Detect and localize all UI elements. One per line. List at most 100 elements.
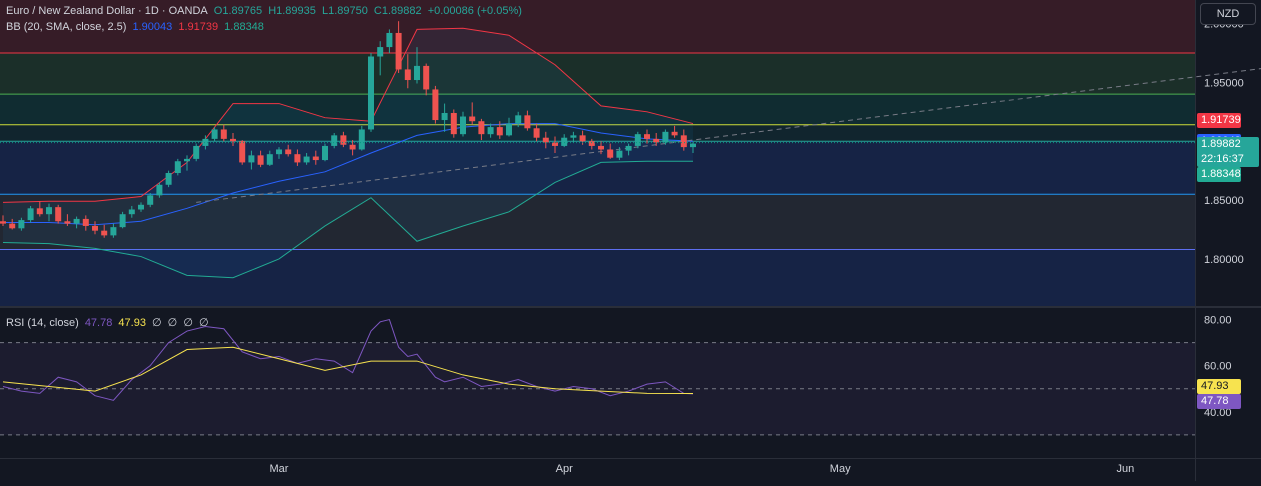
candle-body — [101, 230, 108, 236]
candle-body — [533, 128, 540, 138]
candle-body — [46, 207, 52, 215]
candle-body — [552, 142, 558, 146]
candle-body — [506, 123, 512, 136]
rsi-tick-label: 80.00 — [1204, 315, 1232, 327]
bb-lower-price-badge: 1.88348 — [1197, 166, 1241, 182]
candle-body — [184, 158, 190, 162]
ohlc-low: L1.89750 — [321, 5, 368, 17]
price-zone-0 — [0, 0, 1195, 53]
price-zone-1 — [0, 52, 1195, 95]
candle-body — [404, 69, 411, 81]
candle-body — [0, 221, 6, 224]
candle-body — [487, 127, 494, 135]
bar-countdown: 22:16:37 — [1201, 152, 1244, 165]
candle-body — [248, 155, 255, 163]
rsi-extra-4: ∅ — [198, 317, 209, 329]
candle-body — [211, 129, 218, 139]
candle-body — [119, 214, 126, 228]
ohlc-change: +0.00086 (+0.05%) — [427, 5, 522, 17]
candle-body — [156, 184, 163, 196]
candle-body — [441, 112, 448, 121]
currency-button[interactable]: NZD — [1200, 3, 1256, 25]
candle-body — [524, 115, 531, 129]
candle-body — [515, 115, 522, 124]
candle-body — [9, 223, 16, 229]
candle-body — [653, 138, 660, 143]
price-tick-label: 1.80000 — [1204, 254, 1244, 266]
candle-body — [312, 156, 319, 161]
candle-body — [386, 32, 393, 48]
bb-basis-value: 1.90043 — [132, 21, 173, 33]
candle-body — [27, 208, 34, 221]
candle-body — [680, 135, 687, 148]
last-price-badge: 1.89882 22:16:37 — [1197, 136, 1259, 167]
candle-body — [671, 131, 678, 136]
price-zone-5 — [0, 194, 1195, 250]
rsi-legend: RSI (14, close) 47.78 47.93 ∅ ∅ ∅ ∅ — [6, 315, 212, 331]
symbol-legend: Euro / New Zealand Dollar · 1D · OANDA O… — [6, 3, 525, 19]
bb-upper-price-badge: 1.91739 — [1197, 112, 1241, 128]
bb-legend: BB (20, SMA, close, 2.5) 1.90043 1.91739… — [6, 19, 267, 35]
price-tick-label: 1.95000 — [1204, 77, 1244, 89]
candle-body — [368, 56, 374, 130]
candle-body — [588, 141, 595, 146]
rsi-label[interactable]: RSI (14, close) — [6, 317, 79, 329]
bb-label[interactable]: BB (20, SMA, close, 2.5) — [6, 21, 127, 33]
candle-body — [496, 127, 503, 136]
candle-body — [625, 145, 632, 151]
price-zone-6 — [0, 249, 1195, 306]
candle-body — [230, 138, 236, 142]
price-tick-label: 1.85000 — [1204, 195, 1244, 207]
rsi-extra-2: ∅ — [167, 317, 178, 329]
candle-body — [257, 155, 264, 165]
candle-body — [294, 154, 301, 163]
candle-body — [377, 47, 384, 57]
candle-body — [147, 195, 154, 205]
candle-body — [174, 161, 181, 174]
candle-body — [542, 137, 549, 143]
rsi-tick-label: 40.00 — [1204, 407, 1232, 419]
candle-body — [18, 220, 25, 229]
rsi-ma-badge: 47.93 — [1197, 378, 1241, 394]
candle-body — [193, 145, 200, 159]
candle-body — [266, 154, 273, 165]
candle-body — [92, 225, 98, 231]
candle-body — [138, 204, 144, 210]
time-tick-label: May — [830, 463, 851, 475]
candle-body — [220, 129, 227, 139]
rsi-line — [2, 318, 694, 401]
ohlc-high: H1.89935 — [268, 5, 316, 17]
rsi-badge: 47.78 — [1197, 393, 1241, 409]
rsi-extra-1: ∅ — [152, 317, 162, 329]
rsi-ma-line — [2, 346, 694, 395]
bb-lower-value: 1.88348 — [224, 21, 264, 33]
candle-body — [202, 138, 209, 146]
rsi-tick-label: 60.00 — [1204, 361, 1232, 373]
bb-lower-line — [2, 160, 693, 279]
time-tick-label: Apr — [556, 463, 573, 475]
price-zone-2 — [0, 94, 1195, 125]
candle-body — [450, 112, 457, 135]
candle-body — [322, 145, 328, 161]
candle-body — [460, 116, 466, 135]
candle-body — [276, 149, 282, 155]
candle-body — [239, 141, 246, 163]
candle-body — [634, 134, 641, 146]
trendline — [196, 68, 1261, 203]
candle-body — [561, 137, 568, 146]
candle-body — [55, 207, 62, 222]
candle-body — [607, 149, 614, 158]
bb-upper-value: 1.91739 — [178, 21, 219, 33]
candle-body — [469, 116, 476, 122]
bb-upper-line — [2, 27, 694, 203]
rsi-value: 47.78 — [84, 317, 113, 329]
candle-body — [395, 32, 402, 70]
candle-body — [64, 221, 71, 224]
time-tick-label: Jun — [1117, 463, 1135, 475]
candle-body — [303, 156, 310, 163]
candle-body — [598, 145, 604, 150]
symbol-title[interactable]: Euro / New Zealand Dollar · 1D · OANDA — [6, 5, 208, 17]
candle-body — [616, 150, 623, 158]
